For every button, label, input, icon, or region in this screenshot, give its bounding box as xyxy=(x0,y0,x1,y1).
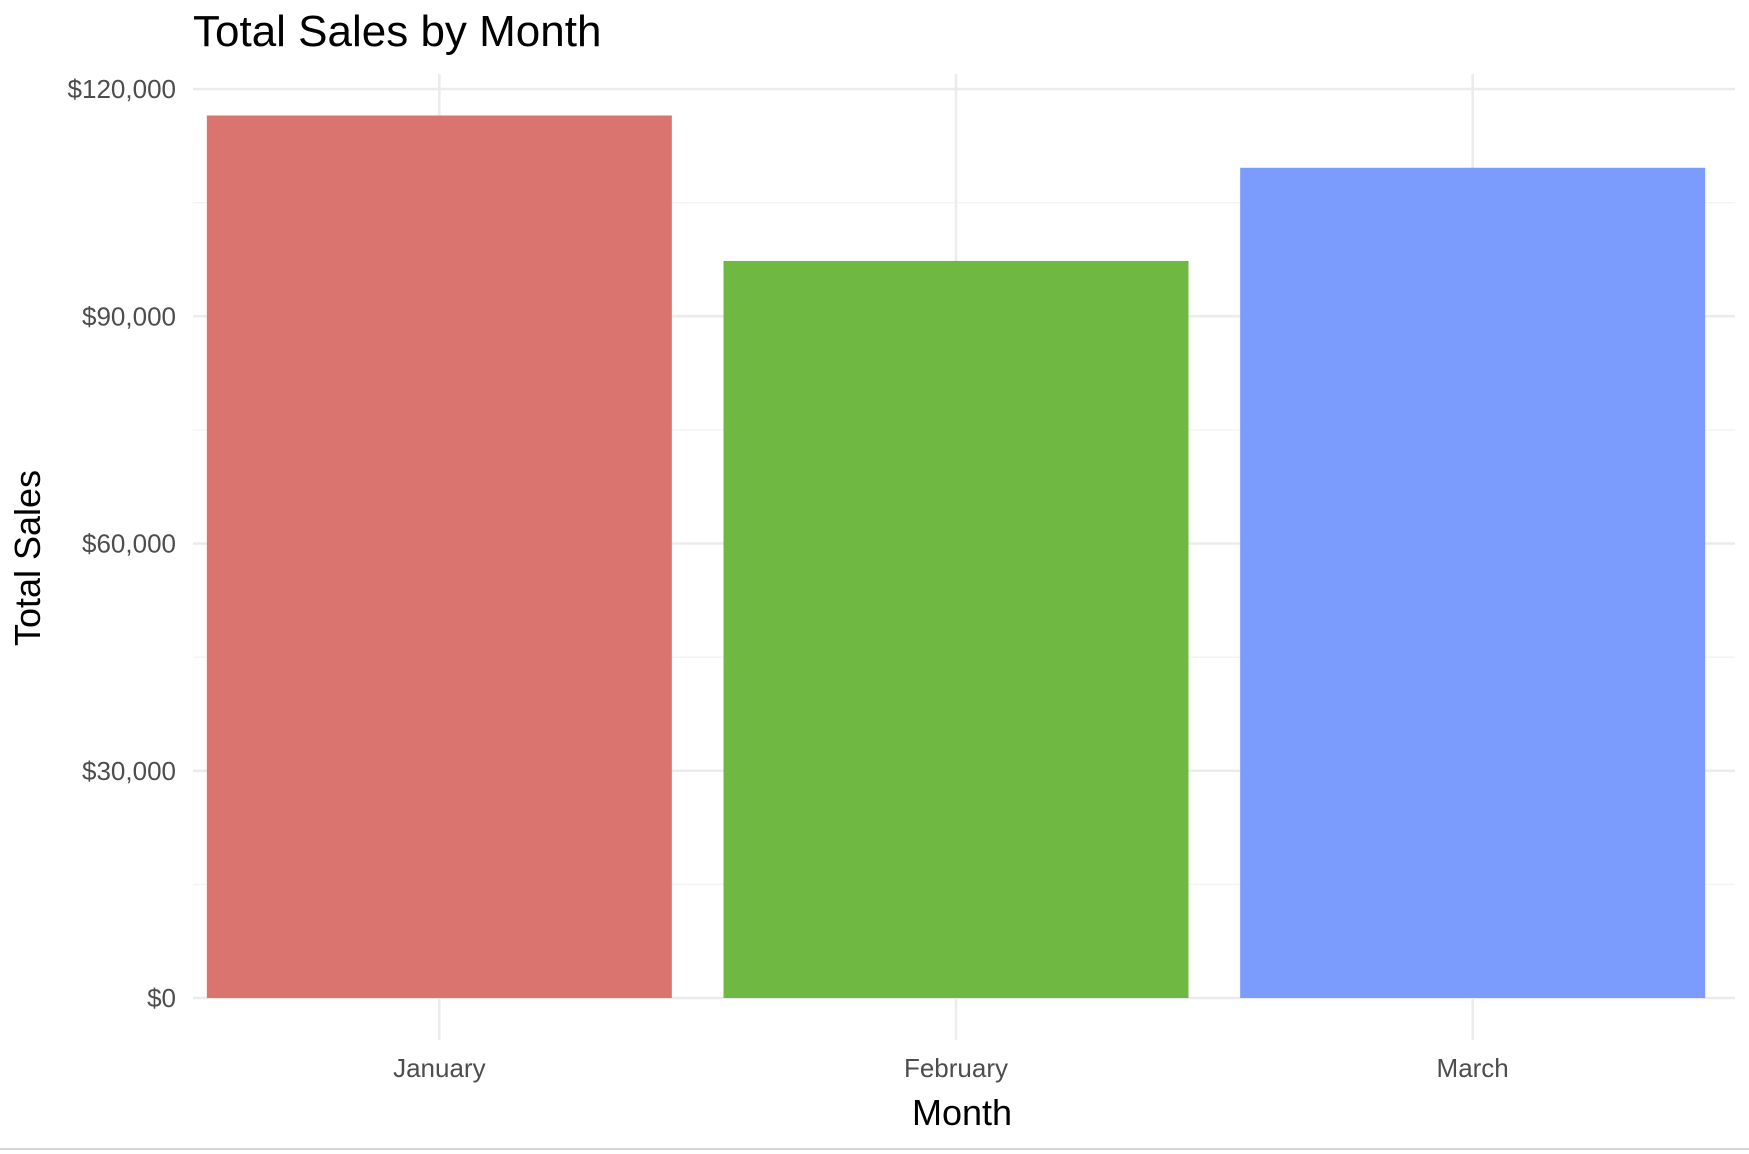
x-tick-label: February xyxy=(904,1053,1008,1083)
x-axis-title: Month xyxy=(912,1092,1012,1133)
y-axis-title: Total Sales xyxy=(7,470,48,646)
x-axis-ticks: January February March xyxy=(393,1053,1509,1083)
y-tick-label: $60,000 xyxy=(82,529,176,559)
chart-title: Total Sales by Month xyxy=(193,7,601,56)
y-tick-label: $30,000 xyxy=(82,756,176,786)
y-axis-ticks: $0 $30,000 $60,000 $90,000 $120,000 xyxy=(68,74,176,1013)
y-tick-label: $120,000 xyxy=(68,74,176,104)
x-tick-label: January xyxy=(393,1053,486,1083)
y-tick-label: $0 xyxy=(147,983,176,1013)
y-tick-label: $90,000 xyxy=(82,301,176,331)
bar-january xyxy=(206,115,672,998)
x-tick-label: March xyxy=(1437,1053,1509,1083)
bars xyxy=(206,115,1706,998)
bottom-divider xyxy=(0,1148,1749,1150)
bar-february xyxy=(723,260,1189,998)
bar-march xyxy=(1240,167,1706,998)
